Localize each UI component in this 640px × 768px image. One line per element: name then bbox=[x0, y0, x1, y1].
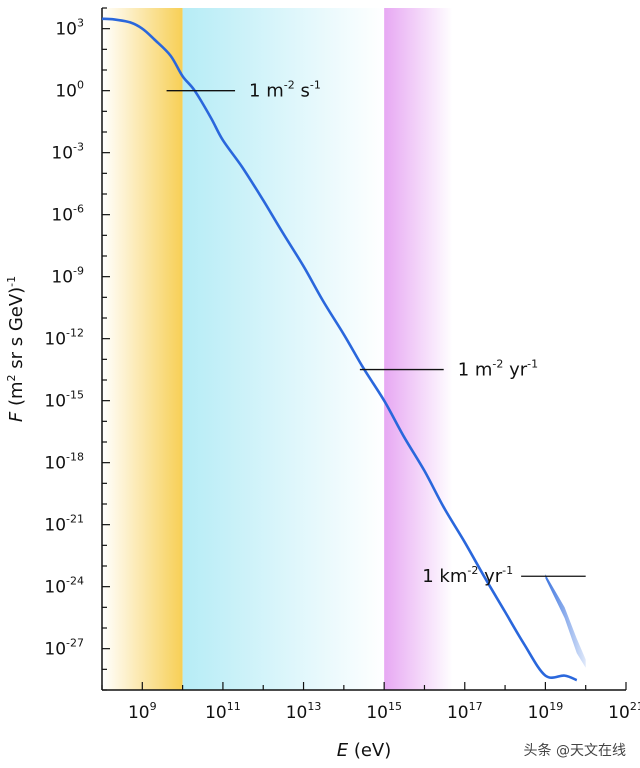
y-tick-label: 10-15 bbox=[44, 389, 84, 412]
annotation-label: 1 m-2 s-1 bbox=[249, 79, 321, 102]
x-axis-title: E (eV) bbox=[337, 740, 392, 761]
y-tick-label: 100 bbox=[55, 79, 84, 102]
energy-bands bbox=[102, 8, 453, 690]
uncertainty-band bbox=[545, 574, 586, 668]
y-tick-label: 10-24 bbox=[44, 575, 84, 598]
y-tick-label: 10-21 bbox=[44, 513, 84, 536]
energy-band bbox=[182, 8, 385, 690]
y-tick-label: 10-18 bbox=[44, 451, 84, 474]
y-tick-label: 10-9 bbox=[51, 265, 84, 288]
x-tick-label: 1015 bbox=[366, 700, 402, 723]
y-tick-label: 10-3 bbox=[51, 141, 84, 164]
x-tick-label: 1013 bbox=[286, 700, 322, 723]
flux-series bbox=[102, 17, 586, 682]
x-tick-label: 1011 bbox=[205, 700, 241, 723]
flux-line bbox=[102, 17, 578, 682]
watermark: 头条 @天文在线 bbox=[523, 743, 626, 759]
energy-band bbox=[384, 8, 453, 690]
y-tick-label: 103 bbox=[55, 17, 84, 40]
energy-band bbox=[102, 8, 183, 690]
axes bbox=[101, 7, 627, 691]
y-tick-label: 10-27 bbox=[44, 637, 84, 660]
y-axis-title: F (m2 sr s GeV)-1 bbox=[5, 276, 27, 422]
flux-annotations: 1 m-2 s-1 1 m-2 yr-1 1 km-2 yr-1 bbox=[166, 79, 586, 587]
x-tick-label: 109 bbox=[128, 700, 157, 723]
annotation-label: 1 km-2 yr-1 bbox=[422, 564, 513, 587]
annotation-label: 1 m-2 yr-1 bbox=[458, 358, 538, 381]
y-tick-label: 10-6 bbox=[51, 203, 84, 226]
y-tick-label: 10-12 bbox=[44, 327, 84, 350]
x-tick-label: 1019 bbox=[528, 700, 564, 723]
x-tick-label: 1017 bbox=[447, 700, 483, 723]
